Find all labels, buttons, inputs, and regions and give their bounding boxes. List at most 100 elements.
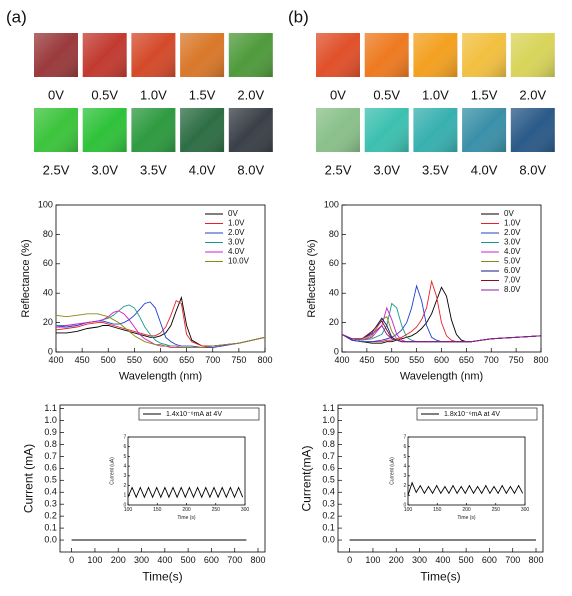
y-tick-label: 6 [123, 444, 126, 450]
swatch-label: 2.0V [519, 87, 546, 102]
x-tick-label: 400 [48, 355, 63, 365]
legend-label: 10.0V [228, 257, 250, 266]
swatch-sheen [180, 108, 225, 152]
swatch-sheen [510, 33, 555, 77]
panel-label: (a) [6, 7, 27, 26]
x-tick-label: 250 [212, 507, 221, 513]
swatch-label: 3.0V [373, 162, 400, 177]
y-tick-label: 80 [329, 229, 339, 239]
swatch-label: 0.5V [373, 87, 400, 102]
y-tick-label: 0.7 [44, 451, 57, 461]
y-tick-label: 20 [43, 317, 53, 327]
x-axis-label: Wavelength (nm) [400, 370, 483, 382]
legend-frame [416, 407, 538, 421]
y-axis-label: Current (uA) [109, 457, 115, 485]
swatch-sheen [510, 108, 555, 152]
swatch-sheen [131, 33, 176, 77]
x-tick-label: 650 [179, 355, 194, 365]
x-tick-label: 500 [384, 355, 399, 365]
x-tick-label: 750 [509, 355, 524, 365]
series-line [56, 295, 266, 347]
x-tick-label: 550 [409, 355, 424, 365]
swatch-label: 2.5V [325, 162, 352, 177]
series-line [341, 324, 542, 343]
y-tick-label: 0.0 [44, 534, 57, 544]
x-axis-label: Time(s) [142, 570, 182, 584]
y-tick-label: 100 [324, 199, 339, 209]
y-tick-label: 1.1 [44, 403, 57, 413]
y-tick-label: 0.4 [322, 487, 335, 497]
y-tick-label: 20 [329, 317, 339, 327]
x-tick-label: 200 [462, 507, 471, 513]
x-tick-label: 800 [533, 355, 548, 365]
y-axis-label: Reflectance (%) [20, 239, 32, 317]
swatch-sheen [228, 108, 273, 152]
swatch-label: 2.0V [237, 87, 264, 102]
swatch-sheen [82, 108, 127, 152]
y-tick-label: 2 [403, 483, 406, 489]
y-tick-label: 0.3 [44, 499, 57, 509]
x-axis-label: Wavelength (nm) [119, 370, 202, 382]
legend-label: 2.0V [228, 228, 245, 237]
x-tick-label: 150 [433, 507, 442, 513]
swatch-label: 1.5V [471, 87, 498, 102]
x-axis-label: Time (s) [177, 515, 195, 521]
y-tick-label: 0.7 [322, 451, 335, 461]
y-axis-label: Current (mA) [22, 444, 36, 513]
y-tick-label: 0.9 [44, 427, 57, 437]
swatch-label: 3.5V [422, 162, 449, 177]
y-tick-label: 0.6 [322, 463, 335, 473]
x-tick-label: 600 [434, 355, 449, 365]
y-axis-label: Current (uA) [389, 457, 395, 485]
x-tick-label: 300 [134, 555, 149, 565]
y-tick-label: 4 [403, 463, 406, 469]
x-axis-label: Time(s) [420, 570, 460, 584]
x-tick-label: 550 [127, 355, 142, 365]
swatch-label: 4.0V [471, 162, 498, 177]
y-tick-label: 60 [43, 258, 53, 268]
legend-label: 0V [228, 209, 238, 218]
swatch-sheen [82, 33, 127, 77]
x-tick-label: 600 [482, 555, 497, 565]
x-tick-label: 400 [157, 555, 172, 565]
swatch-sheen [413, 108, 458, 152]
series-line [56, 301, 266, 349]
x-tick-label: 750 [231, 355, 246, 365]
y-tick-label: 60 [329, 258, 339, 268]
y-tick-label: 5 [403, 454, 406, 460]
y-tick-label: 0.5 [322, 475, 335, 485]
x-tick-label: 500 [459, 555, 474, 565]
y-tick-label: 0.4 [44, 487, 57, 497]
swatch-sheen [316, 33, 360, 77]
y-tick-label: 2 [123, 483, 126, 489]
legend-label: 4.0V [228, 247, 245, 256]
swatch-label: 8.0V [519, 162, 546, 177]
y-tick-label: 1.1 [322, 403, 335, 413]
x-tick-label: 300 [521, 507, 530, 513]
panel-label: (b) [288, 7, 309, 26]
x-tick-label: 700 [505, 555, 520, 565]
legend-frame [138, 407, 260, 421]
x-tick-label: 0 [69, 555, 74, 565]
x-tick-label: 450 [359, 355, 374, 365]
swatch-label: 0V [330, 87, 346, 102]
y-tick-label: 1.0 [322, 415, 335, 425]
legend-label: 0V [504, 209, 514, 218]
swatch-label: 1.0V [422, 87, 449, 102]
swatch-sheen [364, 108, 409, 152]
x-tick-label: 0 [347, 555, 352, 565]
swatch-sheen [34, 33, 78, 77]
y-tick-label: 40 [329, 288, 339, 298]
swatch-label: 0.5V [91, 87, 118, 102]
y-tick-label: 3 [123, 473, 126, 479]
y-tick-label: 4 [123, 463, 126, 469]
y-tick-label: 7 [403, 434, 406, 440]
x-tick-label: 800 [250, 555, 265, 565]
legend-label: 4.0V [504, 247, 521, 256]
y-tick-label: 1 [123, 493, 126, 499]
x-tick-label: 600 [204, 555, 219, 565]
x-tick-label: 800 [257, 355, 272, 365]
swatch-sheen [180, 33, 225, 77]
x-tick-label: 200 [182, 507, 191, 513]
legend-label: 1.8x10⁻⁶mA at 4V [444, 411, 500, 418]
